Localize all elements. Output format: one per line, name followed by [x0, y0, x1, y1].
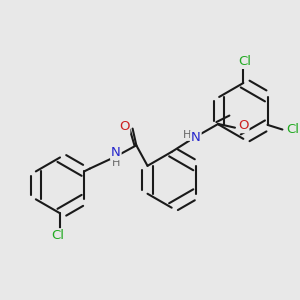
- Text: N: N: [191, 131, 201, 144]
- Text: Cl: Cl: [52, 229, 65, 242]
- Text: O: O: [119, 120, 130, 133]
- Text: N: N: [111, 146, 121, 159]
- Text: H: H: [112, 158, 120, 168]
- Text: Cl: Cl: [239, 55, 252, 68]
- Text: O: O: [238, 119, 249, 132]
- Text: H: H: [182, 130, 191, 140]
- Text: Cl: Cl: [286, 123, 299, 136]
